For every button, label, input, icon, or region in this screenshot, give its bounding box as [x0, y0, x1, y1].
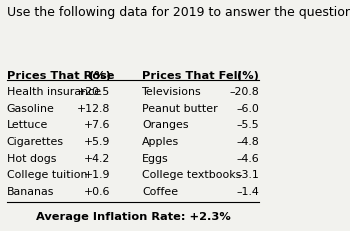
- Text: Bananas: Bananas: [7, 187, 54, 197]
- Text: Televisions: Televisions: [142, 87, 202, 97]
- Text: –3.1: –3.1: [236, 170, 259, 180]
- Text: –20.8: –20.8: [230, 87, 259, 97]
- Text: Cigarettes: Cigarettes: [7, 137, 64, 147]
- Text: Oranges: Oranges: [142, 120, 189, 130]
- Text: +12.8: +12.8: [77, 104, 111, 114]
- Text: Prices That Fell: Prices That Fell: [142, 71, 242, 81]
- Text: Eggs: Eggs: [142, 154, 169, 164]
- Text: (%): (%): [89, 71, 111, 81]
- Text: +7.6: +7.6: [84, 120, 111, 130]
- Text: +0.6: +0.6: [84, 187, 111, 197]
- Text: Use the following data for 2019 to answer the question:: Use the following data for 2019 to answe…: [7, 6, 350, 19]
- Text: –4.8: –4.8: [237, 137, 259, 147]
- Text: College textbooks: College textbooks: [142, 170, 242, 180]
- Text: Prices That Rose: Prices That Rose: [7, 71, 114, 81]
- Text: +1.9: +1.9: [84, 170, 111, 180]
- Text: –4.6: –4.6: [237, 154, 259, 164]
- Text: Apples: Apples: [142, 137, 179, 147]
- Text: –1.4: –1.4: [237, 187, 259, 197]
- Text: Health insurance: Health insurance: [7, 87, 101, 97]
- Text: College tuition: College tuition: [7, 170, 87, 180]
- Text: Hot dogs: Hot dogs: [7, 154, 56, 164]
- Text: Peanut butter: Peanut butter: [142, 104, 218, 114]
- Text: –6.0: –6.0: [236, 104, 259, 114]
- Text: +4.2: +4.2: [84, 154, 111, 164]
- Text: (%): (%): [237, 71, 259, 81]
- Text: Average Inflation Rate: +2.3%: Average Inflation Rate: +2.3%: [36, 212, 230, 222]
- Text: +5.9: +5.9: [84, 137, 111, 147]
- Text: Coffee: Coffee: [142, 187, 178, 197]
- Text: +20.5: +20.5: [77, 87, 111, 97]
- Text: Lettuce: Lettuce: [7, 120, 48, 130]
- Text: –5.5: –5.5: [237, 120, 259, 130]
- Text: Gasoline: Gasoline: [7, 104, 55, 114]
